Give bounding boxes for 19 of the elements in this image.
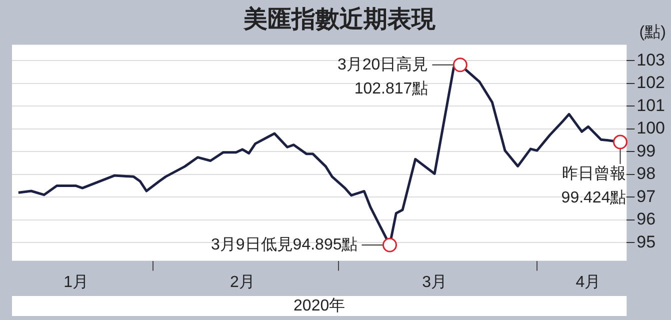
- x-tick-label: 2月: [230, 274, 255, 291]
- annotation: 3月20日高見 102.817點: [337, 55, 428, 98]
- y-tick-label: 96: [636, 210, 656, 229]
- y-tick-label: 103: [636, 50, 666, 70]
- y-tick-label: 102: [636, 73, 666, 92]
- y-tick-label: 99: [636, 141, 656, 160]
- x-axis-title: 2020年: [294, 297, 346, 314]
- y-tick-label: 95: [636, 232, 656, 252]
- x-tick-label: 4月: [576, 274, 601, 291]
- y-tick-label: 97: [636, 186, 656, 206]
- y-axis-title: (點): [639, 24, 666, 42]
- y-tick-label: 100: [636, 118, 666, 138]
- y-tick-label: 98: [636, 164, 656, 184]
- annotation: 3月9日低見94.895點: [211, 236, 358, 254]
- y-tick-label: 101: [636, 96, 666, 115]
- x-tick-label: 3月: [422, 274, 448, 291]
- annotation: 昨日曾報 99.424點: [561, 164, 626, 206]
- chart-title: 美匯指數近期表現: [242, 5, 436, 34]
- x-tick-label: 1月: [64, 274, 88, 291]
